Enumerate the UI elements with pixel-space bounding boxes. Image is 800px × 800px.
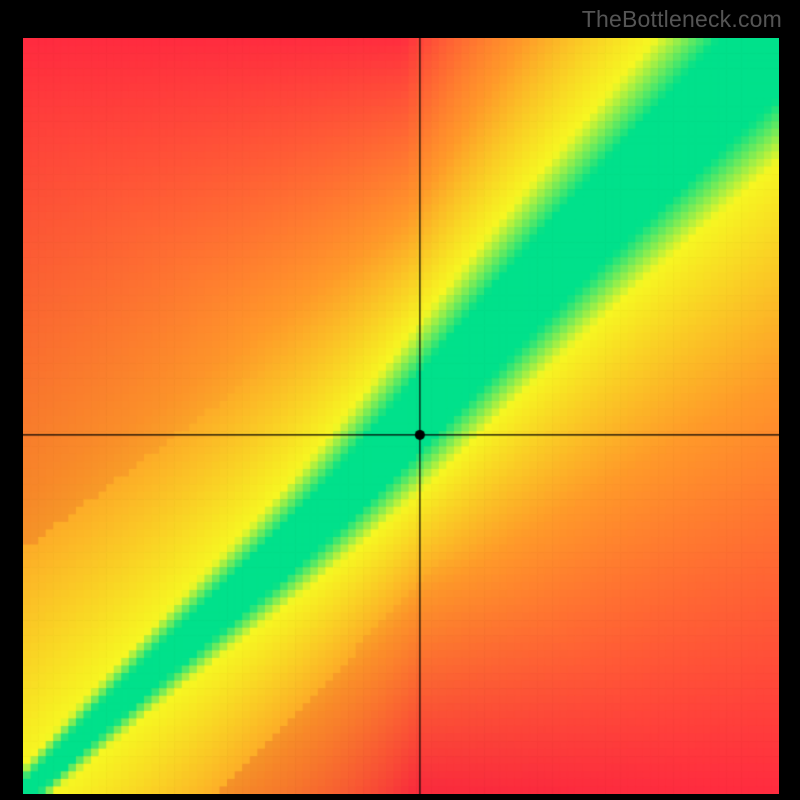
- watermark-text: TheBottleneck.com: [582, 6, 782, 33]
- bottleneck-heatmap: [23, 38, 779, 794]
